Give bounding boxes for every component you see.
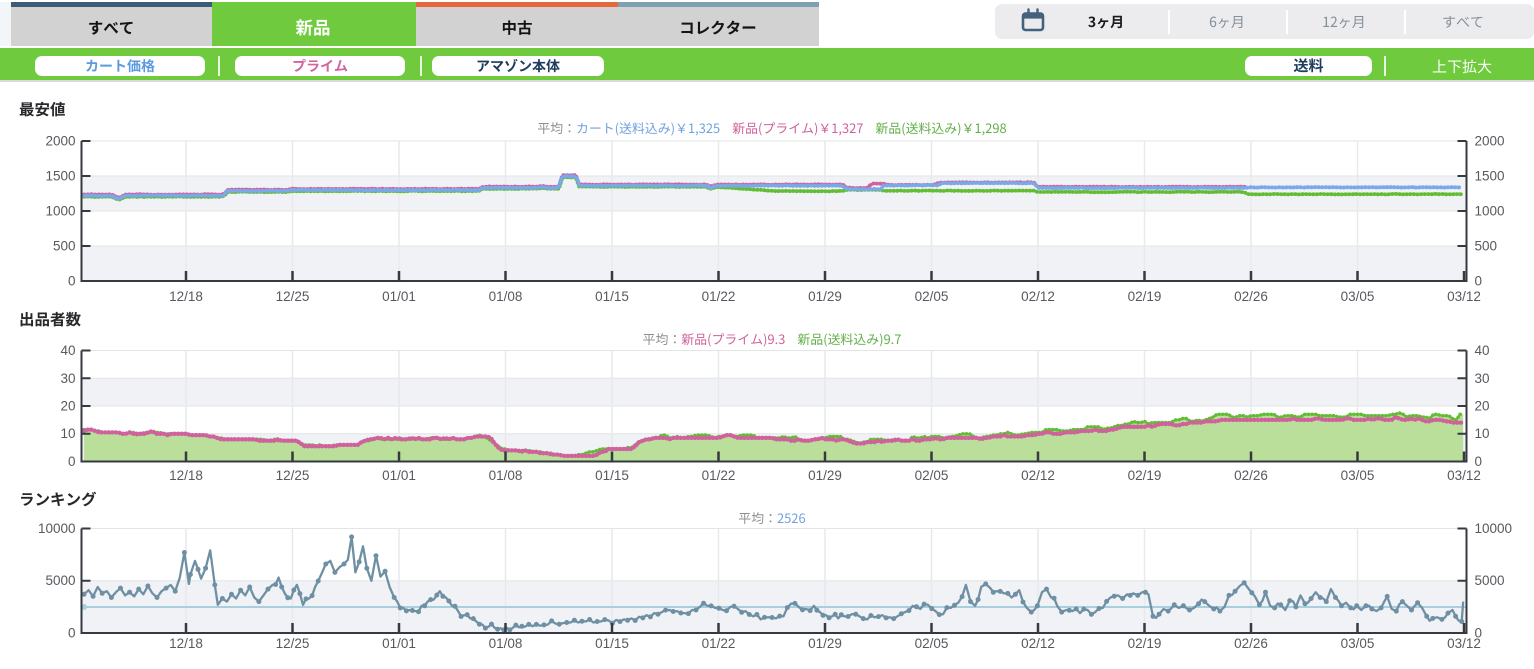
svg-text:01/15: 01/15 — [595, 289, 629, 304]
svg-text:01/08: 01/08 — [489, 289, 523, 304]
svg-text:0: 0 — [68, 274, 76, 289]
svg-text:01/22: 01/22 — [702, 636, 736, 651]
svg-text:03/12: 03/12 — [1447, 468, 1481, 483]
svg-text:1000: 1000 — [1475, 204, 1505, 219]
svg-text:03/12: 03/12 — [1447, 289, 1481, 304]
svg-text:02/26: 02/26 — [1234, 636, 1268, 651]
svg-text:10000: 10000 — [38, 521, 76, 536]
svg-text:02/26: 02/26 — [1234, 289, 1268, 304]
svg-text:12/18: 12/18 — [169, 468, 203, 483]
svg-text:0: 0 — [1475, 274, 1483, 289]
svg-text:5000: 5000 — [45, 573, 75, 588]
svg-text:20: 20 — [1475, 399, 1490, 414]
svg-text:03/05: 03/05 — [1341, 636, 1375, 651]
svg-text:01/01: 01/01 — [382, 636, 416, 651]
svg-text:01/08: 01/08 — [489, 468, 523, 483]
svg-text:30: 30 — [60, 371, 75, 386]
svg-text:03/05: 03/05 — [1341, 468, 1375, 483]
svg-text:10000: 10000 — [1475, 521, 1513, 536]
svg-text:12/18: 12/18 — [169, 636, 203, 651]
svg-text:10: 10 — [1475, 426, 1490, 441]
svg-text:02/05: 02/05 — [915, 289, 949, 304]
svg-text:0: 0 — [68, 626, 76, 641]
svg-text:02/12: 02/12 — [1021, 289, 1055, 304]
svg-text:02/26: 02/26 — [1234, 468, 1268, 483]
svg-text:01/29: 01/29 — [808, 289, 842, 304]
svg-text:02/19: 02/19 — [1128, 636, 1162, 651]
svg-text:10: 10 — [60, 426, 75, 441]
svg-text:500: 500 — [1475, 239, 1498, 254]
svg-text:01/22: 01/22 — [702, 468, 736, 483]
svg-text:1000: 1000 — [45, 204, 75, 219]
svg-text:2000: 2000 — [45, 134, 75, 149]
svg-text:40: 40 — [1475, 343, 1490, 358]
svg-text:20: 20 — [60, 399, 75, 414]
svg-text:01/08: 01/08 — [489, 636, 523, 651]
svg-text:01/01: 01/01 — [382, 468, 416, 483]
svg-text:01/01: 01/01 — [382, 289, 416, 304]
svg-text:40: 40 — [60, 343, 75, 358]
svg-text:01/29: 01/29 — [808, 636, 842, 651]
svg-text:30: 30 — [1475, 371, 1490, 386]
svg-text:12/25: 12/25 — [276, 468, 310, 483]
svg-text:12/18: 12/18 — [169, 289, 203, 304]
svg-text:02/05: 02/05 — [915, 468, 949, 483]
svg-text:500: 500 — [53, 239, 76, 254]
svg-text:02/12: 02/12 — [1021, 636, 1055, 651]
svg-text:12/25: 12/25 — [276, 289, 310, 304]
svg-text:01/22: 01/22 — [702, 289, 736, 304]
svg-text:02/12: 02/12 — [1021, 468, 1055, 483]
svg-text:03/12: 03/12 — [1447, 636, 1481, 651]
svg-text:01/15: 01/15 — [595, 636, 629, 651]
svg-text:2000: 2000 — [1475, 134, 1505, 149]
svg-text:0: 0 — [1475, 626, 1483, 641]
svg-text:03/05: 03/05 — [1341, 289, 1375, 304]
svg-text:1500: 1500 — [45, 169, 75, 184]
svg-text:12/25: 12/25 — [276, 636, 310, 651]
svg-text:01/29: 01/29 — [808, 468, 842, 483]
svg-text:0: 0 — [1475, 454, 1483, 469]
svg-text:1500: 1500 — [1475, 169, 1505, 184]
svg-text:5000: 5000 — [1475, 573, 1505, 588]
svg-text:02/05: 02/05 — [915, 636, 949, 651]
svg-text:0: 0 — [68, 454, 76, 469]
svg-text:01/15: 01/15 — [595, 468, 629, 483]
svg-text:02/19: 02/19 — [1128, 468, 1162, 483]
svg-text:02/19: 02/19 — [1128, 289, 1162, 304]
